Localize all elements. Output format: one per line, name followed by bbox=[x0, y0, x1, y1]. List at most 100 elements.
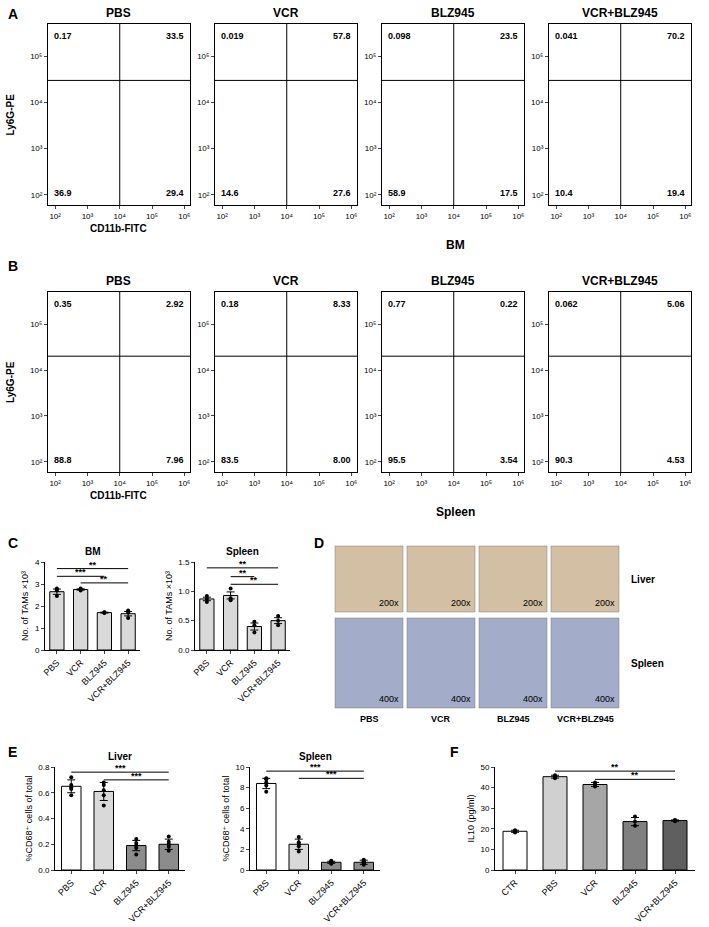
svg-text:Ly6G-PE: Ly6G-PE bbox=[5, 361, 16, 403]
svg-text:6: 6 bbox=[240, 804, 245, 813]
svg-text:BLZ945: BLZ945 bbox=[431, 274, 475, 288]
svg-text:30: 30 bbox=[480, 804, 489, 813]
svg-text:10⁴: 10⁴ bbox=[30, 98, 43, 107]
svg-text:%CD68⁺ cells of total: %CD68⁺ cells of total bbox=[221, 776, 231, 862]
svg-text:BLZ945: BLZ945 bbox=[497, 714, 530, 724]
svg-text:10⁴: 10⁴ bbox=[448, 212, 461, 221]
svg-text:83.5: 83.5 bbox=[221, 455, 239, 465]
svg-text:10⁴: 10⁴ bbox=[531, 366, 544, 375]
svg-text:VCR: VCR bbox=[283, 877, 304, 898]
svg-text:2: 2 bbox=[240, 845, 245, 854]
svg-text:0.019: 0.019 bbox=[221, 31, 244, 41]
svg-text:0.041: 0.041 bbox=[555, 31, 578, 41]
svg-text:23.5: 23.5 bbox=[500, 31, 518, 41]
svg-text:10⁶: 10⁶ bbox=[512, 212, 524, 221]
svg-text:E: E bbox=[8, 744, 17, 760]
svg-text:10²: 10² bbox=[31, 458, 43, 467]
svg-text:10²: 10² bbox=[365, 458, 377, 467]
svg-text:0.5: 0.5 bbox=[178, 616, 190, 625]
svg-text:4.53: 4.53 bbox=[667, 455, 685, 465]
svg-text:33.5: 33.5 bbox=[166, 31, 184, 41]
svg-text:10⁵: 10⁵ bbox=[531, 52, 543, 61]
svg-text:17.5: 17.5 bbox=[500, 188, 518, 198]
svg-text:200x: 200x bbox=[451, 598, 471, 608]
svg-text:**: ** bbox=[239, 559, 247, 569]
svg-text:VCR+BLZ945: VCR+BLZ945 bbox=[127, 878, 174, 925]
svg-text:10⁵: 10⁵ bbox=[313, 479, 325, 488]
svg-text:Spleen: Spleen bbox=[226, 546, 259, 557]
svg-text:57.8: 57.8 bbox=[333, 31, 351, 41]
svg-text:10²: 10² bbox=[532, 458, 544, 467]
svg-text:400x: 400x bbox=[379, 694, 399, 704]
svg-text:**: ** bbox=[611, 762, 619, 772]
svg-text:0.18: 0.18 bbox=[221, 299, 239, 309]
svg-text:19.4: 19.4 bbox=[667, 188, 685, 198]
svg-text:10⁶: 10⁶ bbox=[512, 479, 524, 488]
svg-text:50: 50 bbox=[480, 763, 489, 772]
svg-text:10⁵: 10⁵ bbox=[480, 212, 492, 221]
svg-text:Spleen: Spleen bbox=[436, 505, 475, 519]
svg-text:10⁵: 10⁵ bbox=[647, 212, 659, 221]
svg-text:BM: BM bbox=[85, 546, 101, 557]
svg-text:10³: 10³ bbox=[198, 412, 210, 421]
svg-text:10⁶: 10⁶ bbox=[345, 212, 357, 221]
svg-text:10⁴: 10⁴ bbox=[281, 479, 294, 488]
svg-text:29.4: 29.4 bbox=[166, 188, 184, 198]
svg-text:10⁵: 10⁵ bbox=[364, 320, 376, 329]
svg-text:0.4: 0.4 bbox=[38, 814, 50, 823]
svg-text:VCR: VCR bbox=[273, 6, 299, 20]
svg-text:10²: 10² bbox=[550, 212, 562, 221]
svg-text:95.5: 95.5 bbox=[388, 455, 406, 465]
svg-text:PBS: PBS bbox=[360, 714, 379, 724]
svg-text:14.6: 14.6 bbox=[221, 188, 239, 198]
svg-text:VCR: VCR bbox=[273, 274, 299, 288]
svg-text:10³: 10³ bbox=[583, 479, 595, 488]
svg-text:0: 0 bbox=[485, 866, 490, 875]
svg-text:BLZ945: BLZ945 bbox=[111, 878, 140, 907]
svg-text:0: 0 bbox=[240, 866, 245, 875]
svg-text:10³: 10³ bbox=[583, 212, 595, 221]
svg-text:Spleen: Spleen bbox=[631, 658, 664, 669]
svg-text:BM: BM bbox=[446, 238, 465, 252]
svg-text:VCR: VCR bbox=[431, 714, 451, 724]
svg-text:10⁶: 10⁶ bbox=[178, 479, 190, 488]
svg-text:VCR: VCR bbox=[215, 657, 236, 678]
svg-text:VCR: VCR bbox=[579, 877, 600, 898]
svg-text:VCR+BLZ945: VCR+BLZ945 bbox=[86, 658, 133, 705]
svg-text:PBS: PBS bbox=[42, 658, 62, 678]
svg-text:40: 40 bbox=[480, 783, 489, 792]
svg-text:8.00: 8.00 bbox=[333, 455, 351, 465]
svg-text:10³: 10³ bbox=[31, 412, 43, 421]
svg-text:200x: 200x bbox=[523, 598, 543, 608]
svg-text:PBS: PBS bbox=[56, 878, 76, 898]
svg-text:No. of TAMs ×10³: No. of TAMs ×10³ bbox=[20, 571, 30, 641]
svg-text:10³: 10³ bbox=[31, 144, 43, 153]
svg-text:10⁴: 10⁴ bbox=[197, 98, 210, 107]
svg-text:10⁵: 10⁵ bbox=[146, 479, 158, 488]
svg-text:10³: 10³ bbox=[532, 144, 544, 153]
svg-text:**: ** bbox=[250, 575, 258, 585]
svg-text:PBS: PBS bbox=[106, 274, 131, 288]
svg-text:***: *** bbox=[326, 769, 337, 779]
svg-text:Liver: Liver bbox=[631, 574, 655, 585]
svg-text:10⁴: 10⁴ bbox=[364, 98, 377, 107]
svg-text:BLZ945: BLZ945 bbox=[80, 658, 109, 687]
svg-text:10⁵: 10⁵ bbox=[313, 212, 325, 221]
svg-text:70.2: 70.2 bbox=[667, 31, 685, 41]
svg-text:10⁴: 10⁴ bbox=[114, 479, 127, 488]
svg-text:10⁵: 10⁵ bbox=[146, 212, 158, 221]
svg-text:400x: 400x bbox=[451, 694, 471, 704]
svg-text:10⁶: 10⁶ bbox=[679, 212, 691, 221]
svg-text:10⁶: 10⁶ bbox=[178, 212, 190, 221]
svg-text:%CD68⁺ cells of total: %CD68⁺ cells of total bbox=[24, 776, 34, 862]
svg-text:BLZ945: BLZ945 bbox=[306, 878, 335, 907]
svg-text:10²: 10² bbox=[31, 191, 43, 200]
svg-text:1.0: 1.0 bbox=[178, 587, 190, 596]
svg-text:A: A bbox=[8, 6, 18, 22]
svg-text:0: 0 bbox=[35, 646, 40, 655]
svg-text:10²: 10² bbox=[198, 458, 210, 467]
svg-text:10³: 10³ bbox=[198, 144, 210, 153]
svg-text:10⁵: 10⁵ bbox=[30, 320, 42, 329]
svg-text:10²: 10² bbox=[216, 479, 228, 488]
svg-text:VCR+BLZ945: VCR+BLZ945 bbox=[322, 878, 369, 925]
